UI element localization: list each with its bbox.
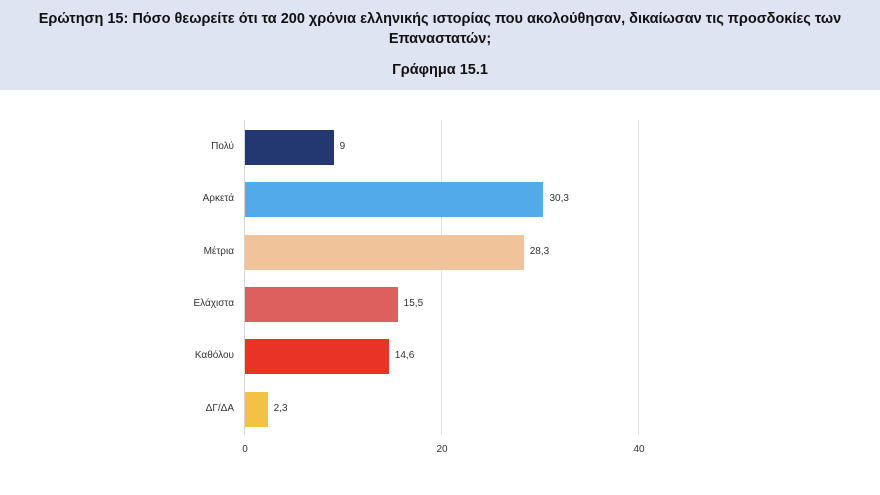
- category-label: Αρκετά: [202, 193, 234, 205]
- value-label: 9: [339, 141, 346, 152]
- y-axis-line: [244, 120, 245, 435]
- category-label: Ελάχιστα: [193, 297, 234, 309]
- chart-subtitle: Γράφημα 15.1: [392, 62, 488, 78]
- category-label: Πολύ: [211, 141, 234, 152]
- gridline: [638, 120, 639, 435]
- gridline: [441, 120, 442, 435]
- value-label: 28,3: [529, 245, 550, 257]
- value-label: 30,3: [549, 193, 569, 205]
- category-label: Καθόλου: [194, 350, 234, 362]
- x-tick-label: 0: [242, 444, 248, 455]
- category-label: ΔΓ/ΔΑ: [205, 402, 234, 414]
- bar: [245, 339, 389, 375]
- value-label: 15,5: [403, 297, 424, 309]
- chart-header: Ερώτηση 15: Πόσο θεωρείτε ότι τα 200 χρό…: [0, 0, 880, 90]
- x-tick-label: 20: [436, 444, 448, 455]
- bar: [245, 234, 524, 270]
- value-label: 2,3: [273, 402, 288, 414]
- value-label: 14,6: [394, 350, 415, 362]
- bar: [245, 182, 544, 218]
- bar: [245, 130, 334, 165]
- question-title: Ερώτηση 15: Πόσο θεωρείτε ότι τα 200 χρό…: [38, 11, 842, 47]
- category-label: Μέτρια: [203, 245, 234, 257]
- x-tick-label: 40: [633, 444, 645, 455]
- bar: [245, 286, 398, 322]
- bar: [245, 391, 268, 427]
